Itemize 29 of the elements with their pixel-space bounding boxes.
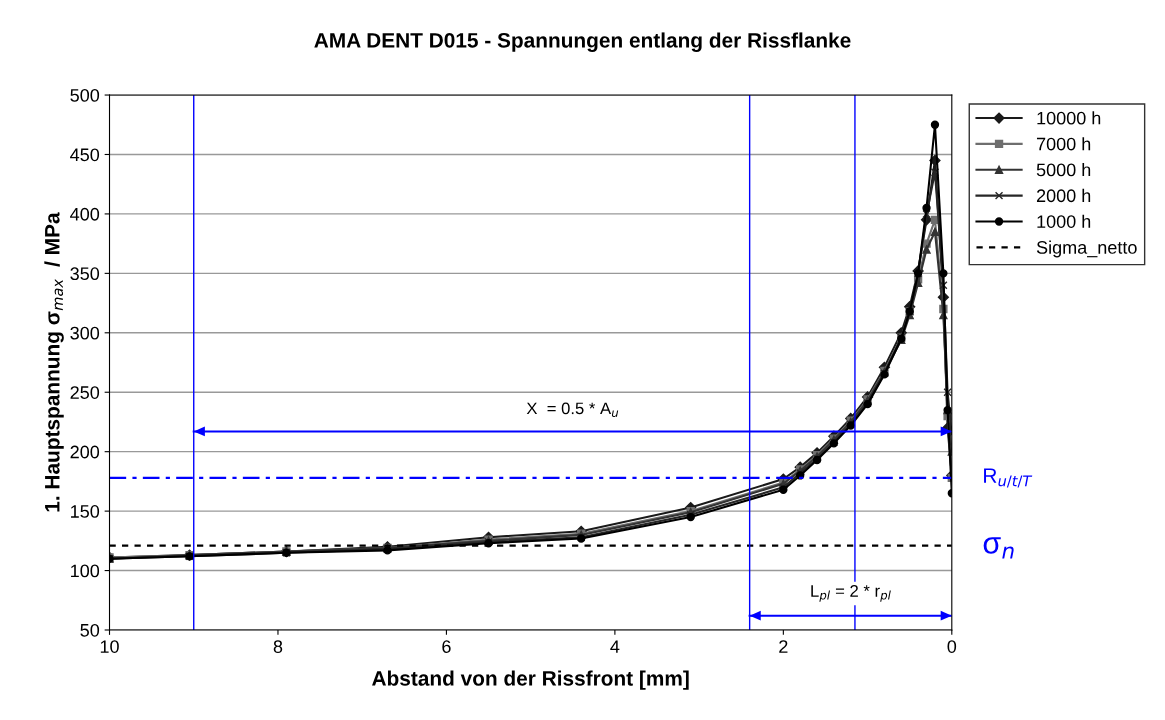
annotation: σ$_{n}$ [983, 537, 1014, 559]
legend-label: 10000 h [1037, 111, 1101, 125]
y-tick-label: 200 [70, 445, 100, 459]
x-tick-label: 6 [442, 640, 451, 653]
chart-title: AMA DENT D015 - Spannungen entlang der Rissflanke [314, 32, 851, 52]
legend-label: Sigma_netto [1036, 240, 1137, 258]
y-tick-label: 450 [70, 148, 100, 162]
x-axis-title: Abstand von der Rissfront [mm] [372, 670, 689, 690]
y-tick-label: 250 [70, 386, 100, 399]
y-tick-label: 50 [80, 623, 100, 637]
ref-line-label: R$_{u/t/T}$ [984, 468, 1033, 488]
y-tick-label: 150 [71, 505, 100, 518]
y-tick-label: 100 [71, 564, 100, 578]
y-tick-label: 400 [70, 207, 100, 221]
y-tick-label: 500 [70, 88, 100, 102]
legend-label: 2000 h [1036, 188, 1091, 203]
annotation: L$_{pl}$ = 2 * r$_{pl}$ [811, 585, 891, 602]
x-tick-label: 0 [947, 640, 957, 653]
annotation: X = 0.5 * A$_{u}$ [526, 402, 619, 417]
x-tick-label: 10 [100, 640, 119, 653]
x-tick-label: 8 [273, 640, 283, 653]
x-tick-label: 2 [779, 640, 788, 653]
y-axis-title: 1. Hauptspannung σ$_{max}$ / MPa [44, 212, 64, 512]
legend-label: 7000 h [1036, 137, 1091, 151]
y-tick-label: 350 [70, 267, 100, 281]
legend-label: 5000 h [1036, 163, 1091, 177]
x-tick-label: 4 [610, 640, 620, 653]
y-tick-label: 300 [70, 326, 100, 340]
legend-label: 1000 h [1037, 214, 1091, 228]
